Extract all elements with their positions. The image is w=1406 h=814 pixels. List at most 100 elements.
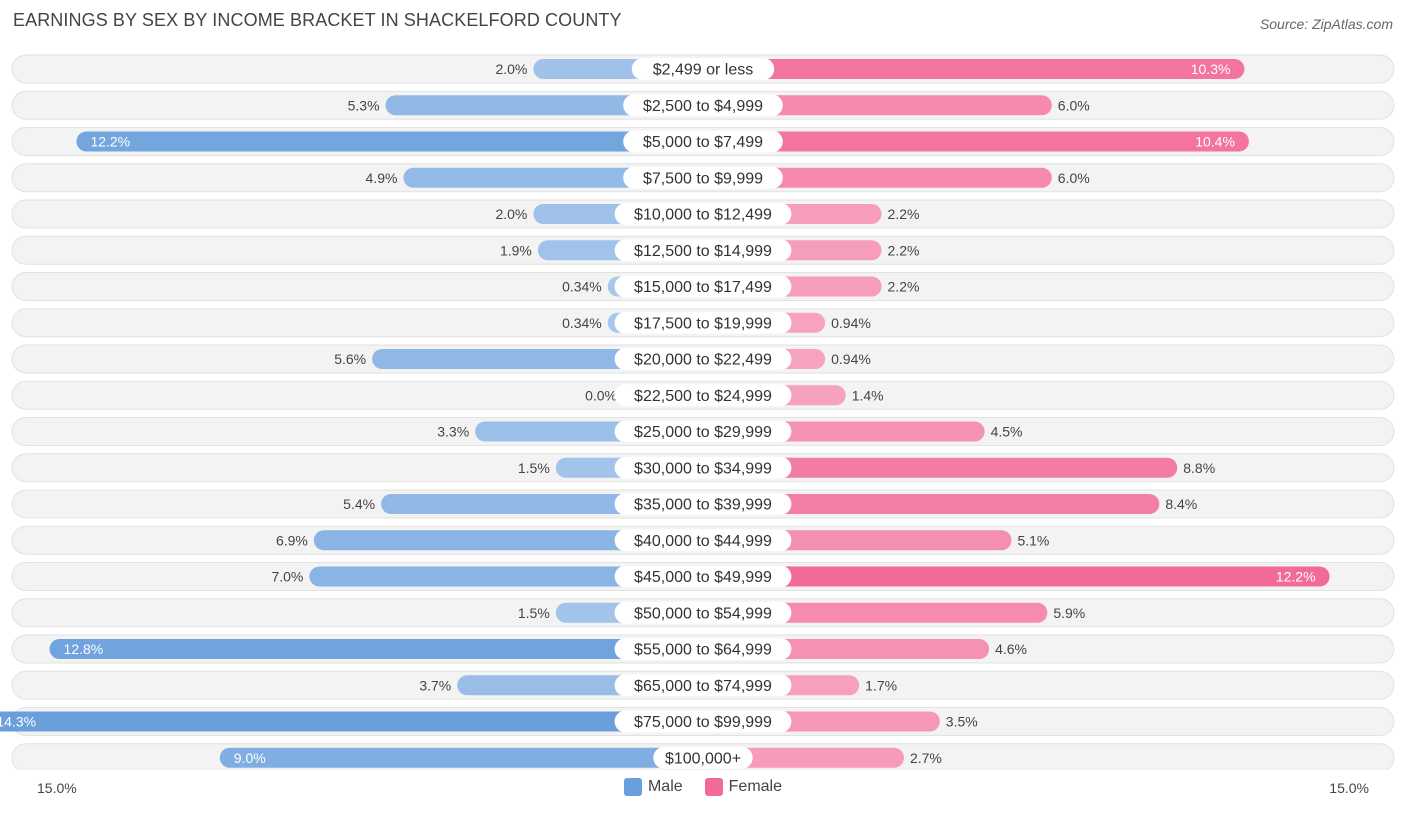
legend-swatch-female <box>704 778 723 796</box>
category-label-pill <box>614 565 792 588</box>
legend-item-female: Female <box>704 778 783 796</box>
value-label-male: 0.0% <box>585 387 617 403</box>
value-label-male: 1.5% <box>518 605 550 621</box>
category-label: $40,000 to $44,999 <box>634 533 772 550</box>
bar-female <box>703 95 1052 116</box>
value-label-female: 6.0% <box>1058 170 1090 186</box>
value-label-male: 2.0% <box>495 61 527 77</box>
value-label-female: 5.1% <box>1017 532 1049 548</box>
value-label-female: 6.0% <box>1058 97 1090 113</box>
category-label: $50,000 to $54,999 <box>634 605 772 622</box>
value-label-male: 0.34% <box>562 279 602 295</box>
axis-right-label: 15.0% <box>1329 780 1369 796</box>
value-label-female: 2.2% <box>888 242 920 258</box>
category-label-pill <box>614 384 792 407</box>
value-label-male: 7.0% <box>271 569 303 585</box>
category-label-pill <box>631 58 775 80</box>
value-label-female: 10.4% <box>1195 134 1235 150</box>
value-label-female: 4.5% <box>991 424 1023 440</box>
category-label: $15,000 to $17,499 <box>634 279 772 296</box>
category-label-pill <box>653 746 753 769</box>
value-label-female: 5.9% <box>1053 605 1085 621</box>
bar-female <box>703 167 1052 188</box>
category-label-pill <box>623 94 783 117</box>
category-label: $5,000 to $7,499 <box>643 134 763 151</box>
bar-male <box>385 95 703 116</box>
bar-female <box>703 747 904 768</box>
category-label: $25,000 to $29,999 <box>634 424 772 441</box>
category-label: $7,500 to $9,999 <box>643 170 763 187</box>
value-label-male: 1.5% <box>518 460 550 476</box>
legend: Male Female <box>0 778 1406 796</box>
value-label-female: 2.2% <box>888 206 920 222</box>
category-label: $100,000+ <box>665 750 741 767</box>
category-label-pill <box>614 456 792 479</box>
value-label-male: 3.7% <box>419 677 451 693</box>
category-label: $75,000 to $99,999 <box>634 714 772 731</box>
category-label: $2,500 to $4,999 <box>643 98 763 115</box>
source-label: Source: ZipAtlas.com <box>1259 16 1393 32</box>
category-label-pill <box>623 166 783 189</box>
axis-left-label: 15.0% <box>37 780 77 796</box>
category-label-pill <box>614 275 792 298</box>
category-label-pill <box>614 311 792 334</box>
legend-label-male: Male <box>647 778 683 795</box>
value-label-female: 12.2% <box>1276 569 1316 585</box>
bar-male <box>309 566 703 587</box>
value-label-male: 4.9% <box>366 170 398 186</box>
bar-female <box>703 566 1330 587</box>
value-label-male: 12.8% <box>64 641 104 657</box>
category-label-pill <box>614 239 792 262</box>
value-label-female: 10.3% <box>1191 61 1231 77</box>
value-label-male: 14.3% <box>0 714 36 730</box>
value-label-male: 12.2% <box>90 134 130 150</box>
category-label: $2,499 or less <box>653 62 754 79</box>
value-label-female: 0.94% <box>831 315 871 331</box>
value-label-male: 1.9% <box>500 242 532 258</box>
value-label-female: 8.4% <box>1165 496 1197 512</box>
chart: 2.0% 10.3% $2,499 or less 5.3% 6.0% $2,500 to… <box>0 54 1395 770</box>
category-label-pill <box>614 348 792 370</box>
value-label-female: 1.4% <box>852 387 884 403</box>
bar-male <box>219 747 704 768</box>
value-label-male: 0.34% <box>562 315 602 331</box>
legend-label-female: Female <box>728 778 783 795</box>
value-label-female: 4.6% <box>995 641 1027 657</box>
category-label-pill <box>614 420 792 443</box>
category-label: $65,000 to $74,999 <box>634 678 772 695</box>
legend-item-male: Male <box>623 778 683 796</box>
category-label-pill <box>614 493 792 515</box>
category-label: $20,000 to $22,499 <box>634 352 772 369</box>
category-label-pill <box>614 203 792 225</box>
value-label-male: 5.4% <box>343 496 375 512</box>
category-label: $22,500 to $24,999 <box>634 388 772 405</box>
chart-title: EARNINGS BY SEX BY INCOME BRACKET IN SHA… <box>13 10 622 30</box>
value-label-male: 2.0% <box>495 206 527 222</box>
category-label-pill <box>614 674 792 697</box>
bar-female <box>703 457 1178 478</box>
bar-male <box>76 131 703 152</box>
value-label-female: 1.7% <box>865 677 897 693</box>
category-label: $55,000 to $64,999 <box>634 642 772 659</box>
bar-male <box>313 530 703 551</box>
category-label-pill <box>614 710 792 733</box>
value-label-male: 3.3% <box>437 424 469 440</box>
value-label-male: 6.9% <box>276 532 308 548</box>
bar-male <box>49 639 704 659</box>
category-label: $45,000 to $49,999 <box>634 569 772 586</box>
bar-female <box>703 494 1160 514</box>
value-label-female: 8.8% <box>1183 460 1215 476</box>
value-label-female: 3.5% <box>946 714 978 730</box>
bar-female <box>703 59 1245 79</box>
value-label-male: 5.6% <box>334 351 366 367</box>
bar-female <box>703 131 1249 152</box>
category-label: $17,500 to $19,999 <box>634 315 772 332</box>
value-label-female: 0.94% <box>831 351 871 367</box>
bar-male <box>0 711 703 732</box>
legend-swatch-male <box>623 778 642 796</box>
value-label-male: 5.3% <box>348 97 380 113</box>
value-label-male: 9.0% <box>234 750 266 766</box>
category-label-pill <box>614 601 792 624</box>
category-label: $35,000 to $39,999 <box>634 497 772 514</box>
value-label-female: 2.7% <box>910 750 942 766</box>
